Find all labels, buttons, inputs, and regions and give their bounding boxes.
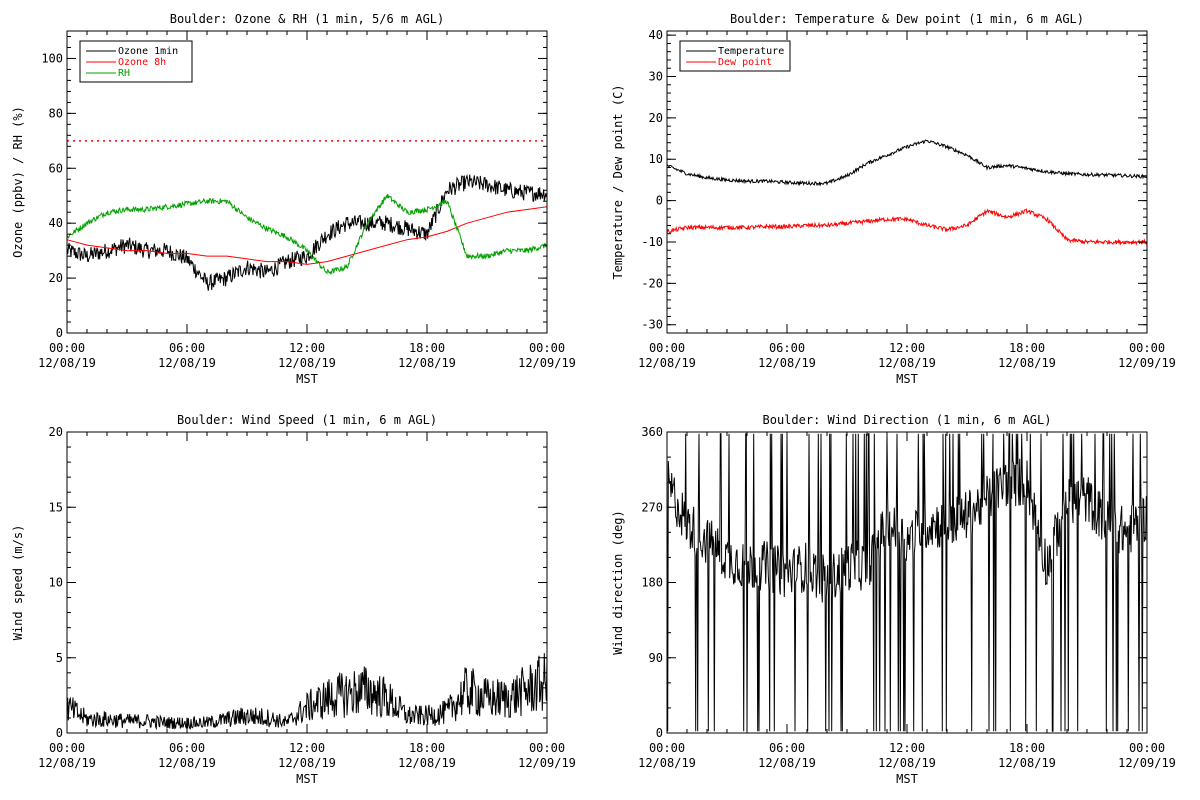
y-tick-label: -20 xyxy=(641,276,663,290)
x-tick-label-date: 12/08/19 xyxy=(398,356,456,370)
y-tick-label: 180 xyxy=(641,576,663,590)
x-tick-label-time: 00:00 xyxy=(529,341,565,355)
x-tick-label-time: 00:00 xyxy=(1129,341,1165,355)
y-tick-label: 10 xyxy=(649,152,663,166)
y-tick-label: 100 xyxy=(41,51,63,65)
y-tick-label: -30 xyxy=(641,318,663,332)
x-tick-label-date: 12/08/19 xyxy=(38,356,96,370)
y-tick-label: 20 xyxy=(49,271,63,285)
series-line-data xyxy=(666,433,1148,732)
y-tick-label: 360 xyxy=(641,425,663,439)
x-tick-label-time: 18:00 xyxy=(1009,741,1045,755)
x-axis-label: MST xyxy=(296,372,318,386)
y-tick-label: 15 xyxy=(49,500,63,514)
y-tick-label: 20 xyxy=(49,425,63,439)
y-tick-label: 0 xyxy=(56,726,63,740)
x-tick-label-time: 12:00 xyxy=(289,741,325,755)
y-tick-label: 30 xyxy=(649,70,663,84)
x-axis-label: MST xyxy=(896,772,918,786)
legend-label: Ozone 1min xyxy=(118,46,178,57)
x-tick-label-date: 12/09/19 xyxy=(1118,356,1176,370)
y-tick-label: 80 xyxy=(49,106,63,120)
x-tick-label-time: 18:00 xyxy=(409,341,445,355)
x-tick-label-date: 12/08/19 xyxy=(878,356,936,370)
x-tick-label-date: 12/08/19 xyxy=(278,356,336,370)
series-line-rh xyxy=(66,193,548,275)
chart-panel-2: Boulder: Temperature & Dew point (1 min,… xyxy=(611,12,1176,386)
x-tick-label-time: 00:00 xyxy=(49,741,85,755)
x-tick-label-time: 12:00 xyxy=(889,341,925,355)
x-tick-label-date: 12/08/19 xyxy=(998,756,1056,770)
x-tick-label-time: 18:00 xyxy=(409,741,445,755)
x-tick-label-date: 12/09/19 xyxy=(518,356,576,370)
x-tick-label-time: 06:00 xyxy=(769,341,805,355)
legend-box xyxy=(679,40,791,72)
series-line-temperature xyxy=(666,139,1148,187)
y-tick-label: 40 xyxy=(649,28,663,42)
legend-label: Temperature xyxy=(718,46,784,57)
y-axis-label: Wind speed (m/s) xyxy=(11,525,25,641)
chart-title: Boulder: Wind Speed (1 min, 6 m AGL) xyxy=(177,413,437,427)
x-tick-label-date: 12/09/19 xyxy=(518,756,576,770)
x-tick-label-time: 12:00 xyxy=(289,341,325,355)
y-axis-label: Temperature / Dew point (C) xyxy=(611,84,625,279)
x-tick-label-time: 06:00 xyxy=(769,741,805,755)
plot-frame xyxy=(66,431,548,734)
x-tick-label-date: 12/08/19 xyxy=(998,356,1056,370)
y-tick-label: 60 xyxy=(49,161,63,175)
chart-panel-4: Boulder: Wind Direction (1 min, 6 m AGL)… xyxy=(611,413,1176,786)
y-tick-label: 0 xyxy=(56,326,63,340)
y-axis-label: Ozone (ppbv) / RH (%) xyxy=(11,106,25,258)
y-tick-label: -10 xyxy=(641,235,663,249)
x-tick-label-time: 06:00 xyxy=(169,741,205,755)
series-line-ozone-8h xyxy=(66,206,548,265)
x-tick-label-time: 12:00 xyxy=(889,741,925,755)
x-tick-label-date: 12/08/19 xyxy=(38,756,96,770)
chart-panel-3: Boulder: Wind Speed (1 min, 6 m AGL) 0 5 10… xyxy=(11,413,576,786)
x-axis-label: MST xyxy=(296,772,318,786)
y-tick-label: 0 xyxy=(656,726,663,740)
x-tick-label-time: 18:00 xyxy=(1009,341,1045,355)
x-tick-label-date: 12/08/19 xyxy=(758,756,816,770)
x-tick-label-date: 12/08/19 xyxy=(878,756,936,770)
x-tick-label-date: 12/08/19 xyxy=(278,756,336,770)
x-tick-label-date: 12/08/19 xyxy=(158,756,216,770)
plot-frame xyxy=(666,431,1148,734)
x-tick-label-time: 06:00 xyxy=(169,341,205,355)
x-tick-label-time: 00:00 xyxy=(649,341,685,355)
y-tick-label: 90 xyxy=(649,651,663,665)
chart-title: Boulder: Wind Direction (1 min, 6 m AGL) xyxy=(763,413,1052,427)
x-tick-label-date: 12/08/19 xyxy=(758,356,816,370)
y-tick-label: 40 xyxy=(49,216,63,230)
chart-title: Boulder: Temperature & Dew point (1 min,… xyxy=(730,12,1084,26)
x-tick-label-date: 12/08/19 xyxy=(638,356,696,370)
legend-label: Ozone 8h xyxy=(118,57,166,68)
x-tick-label-time: 00:00 xyxy=(1129,741,1165,755)
x-tick-label-time: 00:00 xyxy=(49,341,85,355)
x-tick-label-date: 12/08/19 xyxy=(398,756,456,770)
x-tick-label-time: 00:00 xyxy=(529,741,565,755)
series-line-dew-point xyxy=(666,208,1148,246)
chart-panel-1: Boulder: Ozone & RH (1 min, 5/6 m AGL) 0 2… xyxy=(11,12,576,386)
y-tick-label: 10 xyxy=(49,576,63,590)
x-tick-label-date: 12/08/19 xyxy=(638,756,696,770)
series-line-ozone-1min xyxy=(66,173,548,291)
chart-title: Boulder: Ozone & RH (1 min, 5/6 m AGL) xyxy=(170,12,445,26)
x-tick-label-date: 12/09/19 xyxy=(1118,756,1176,770)
y-tick-label: 20 xyxy=(649,111,663,125)
y-tick-label: 5 xyxy=(56,651,63,665)
x-tick-label-time: 00:00 xyxy=(649,741,685,755)
y-tick-label: 270 xyxy=(641,500,663,514)
series-line-data xyxy=(66,653,548,731)
y-axis-label: Wind direction (deg) xyxy=(611,510,625,655)
x-axis-label: MST xyxy=(896,372,918,386)
x-tick-label-date: 12/08/19 xyxy=(158,356,216,370)
y-tick-label: 0 xyxy=(656,194,663,208)
legend-label: RH xyxy=(118,68,130,79)
legend-label: Dew point xyxy=(718,57,772,68)
